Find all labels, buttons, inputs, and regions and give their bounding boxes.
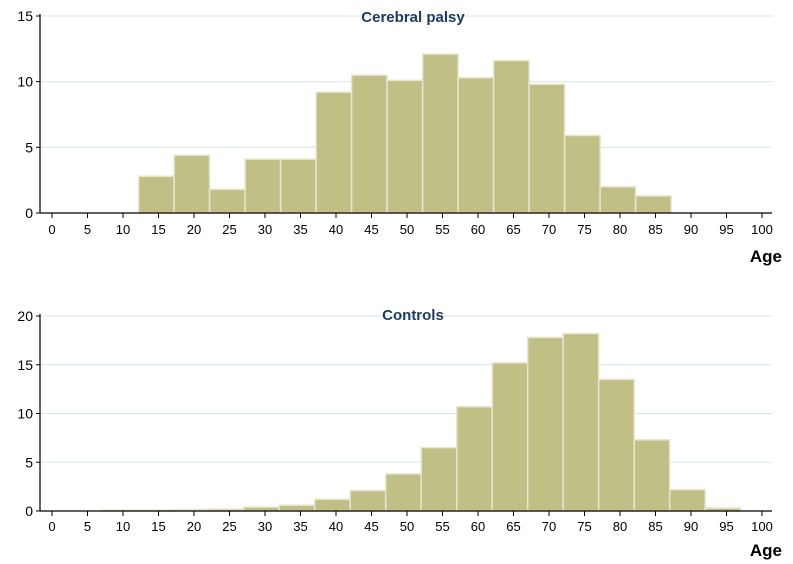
histogram-bar xyxy=(386,79,424,214)
x-tick-label: 55 xyxy=(435,222,449,237)
chart-title: Cerebral palsy xyxy=(361,9,465,26)
x-axis-label: Age xyxy=(750,541,782,560)
histogram-bar xyxy=(668,488,706,512)
histogram-bar xyxy=(457,76,495,214)
x-tick-label: 80 xyxy=(613,519,627,534)
x-tick-label: 25 xyxy=(222,519,236,534)
x-tick-label: 20 xyxy=(187,519,201,534)
x-tick-label: 25 xyxy=(222,222,236,237)
histogram-bar xyxy=(278,504,316,512)
x-tick-label: 0 xyxy=(48,519,55,534)
x-axis-label: Age xyxy=(750,247,782,266)
x-tick-label: 35 xyxy=(293,519,307,534)
x-tick-label: 60 xyxy=(471,222,485,237)
histogram-bar xyxy=(173,154,211,214)
x-tick-label: 15 xyxy=(151,222,165,237)
x-tick-label: 65 xyxy=(506,222,520,237)
x-tick-label: 5 xyxy=(84,519,91,534)
histogram-bar xyxy=(349,489,387,512)
x-tick-label: 55 xyxy=(435,519,449,534)
x-tick-label: 45 xyxy=(364,222,378,237)
y-tick-label: 5 xyxy=(25,139,33,155)
x-tick-label: 35 xyxy=(293,222,307,237)
histogram-bar xyxy=(491,362,529,512)
histogram-bar xyxy=(563,134,601,214)
histogram-bar xyxy=(384,473,422,512)
histogram-bar xyxy=(633,439,671,512)
histogram-panel-1: 0 5 10 15 0 5 10 15 20 25 30 35 40 45 50 55 60 65 70 75 80 85… xyxy=(17,8,782,266)
x-tick-label: 40 xyxy=(329,519,343,534)
x-tick-label: 40 xyxy=(329,222,343,237)
y-tick-label: 20 xyxy=(17,308,33,324)
y-tick-label: 0 xyxy=(25,205,33,221)
x-tick-label: 80 xyxy=(613,222,627,237)
y-tick-label: 15 xyxy=(17,357,33,373)
x-tick-label: 100 xyxy=(751,222,773,237)
x-tick-label: 70 xyxy=(542,519,556,534)
x-tick-label: 100 xyxy=(751,519,773,534)
x-tick-label: 10 xyxy=(116,519,130,534)
x-tick-label: 85 xyxy=(648,519,662,534)
x-tick-label: 85 xyxy=(648,222,662,237)
x-tick-label: 90 xyxy=(684,222,698,237)
x-tick-label: 15 xyxy=(151,519,165,534)
x-tick-label: 30 xyxy=(258,222,272,237)
x-tick-label: 50 xyxy=(400,519,414,534)
histogram-bar xyxy=(634,195,672,214)
histogram-bar xyxy=(562,332,600,512)
x-tick-label: 45 xyxy=(364,519,378,534)
y-tick-label: 0 xyxy=(25,503,33,519)
x-tick-label: 75 xyxy=(577,222,591,237)
x-tick-label: 95 xyxy=(719,519,733,534)
y-tick-label: 15 xyxy=(17,8,33,24)
histogram-bar xyxy=(421,53,459,214)
chart-title: Controls xyxy=(382,307,444,324)
y-tick-label: 10 xyxy=(17,74,33,90)
histogram-bar xyxy=(492,59,530,214)
x-tick-label: 20 xyxy=(187,222,201,237)
histogram-bar xyxy=(597,378,635,512)
histogram-bar xyxy=(208,188,246,214)
histogram-bar xyxy=(313,498,351,512)
x-tick-label: 90 xyxy=(684,519,698,534)
histogram-panel-2: 0 5 10 15 20 0 5 10 15 20 25 30 35 40 45 50 55 60 65 70 75 80… xyxy=(17,307,782,560)
histogram-bar xyxy=(350,74,388,214)
histogram-bar xyxy=(137,175,175,214)
x-tick-label: 30 xyxy=(258,519,272,534)
x-tick-label: 65 xyxy=(506,519,520,534)
histogram-bar xyxy=(244,158,282,214)
x-tick-label: 10 xyxy=(116,222,130,237)
histogram-bar xyxy=(526,336,564,512)
x-tick-label: 5 xyxy=(84,222,91,237)
histogram-bar xyxy=(279,158,317,214)
y-tick-label: 5 xyxy=(25,454,33,470)
histogram-bar xyxy=(455,405,493,512)
x-tick-label: 60 xyxy=(471,519,485,534)
x-tick-label: 75 xyxy=(577,519,591,534)
x-tick-label: 50 xyxy=(400,222,414,237)
x-tick-label: 95 xyxy=(719,222,733,237)
x-tick-label: 0 xyxy=(48,222,55,237)
x-tick-label: 70 xyxy=(542,222,556,237)
y-tick-label: 10 xyxy=(17,406,33,422)
histogram-bar xyxy=(599,185,637,214)
histogram-bar xyxy=(420,446,458,512)
histogram-bar xyxy=(315,91,353,214)
histogram-bar xyxy=(528,83,566,214)
